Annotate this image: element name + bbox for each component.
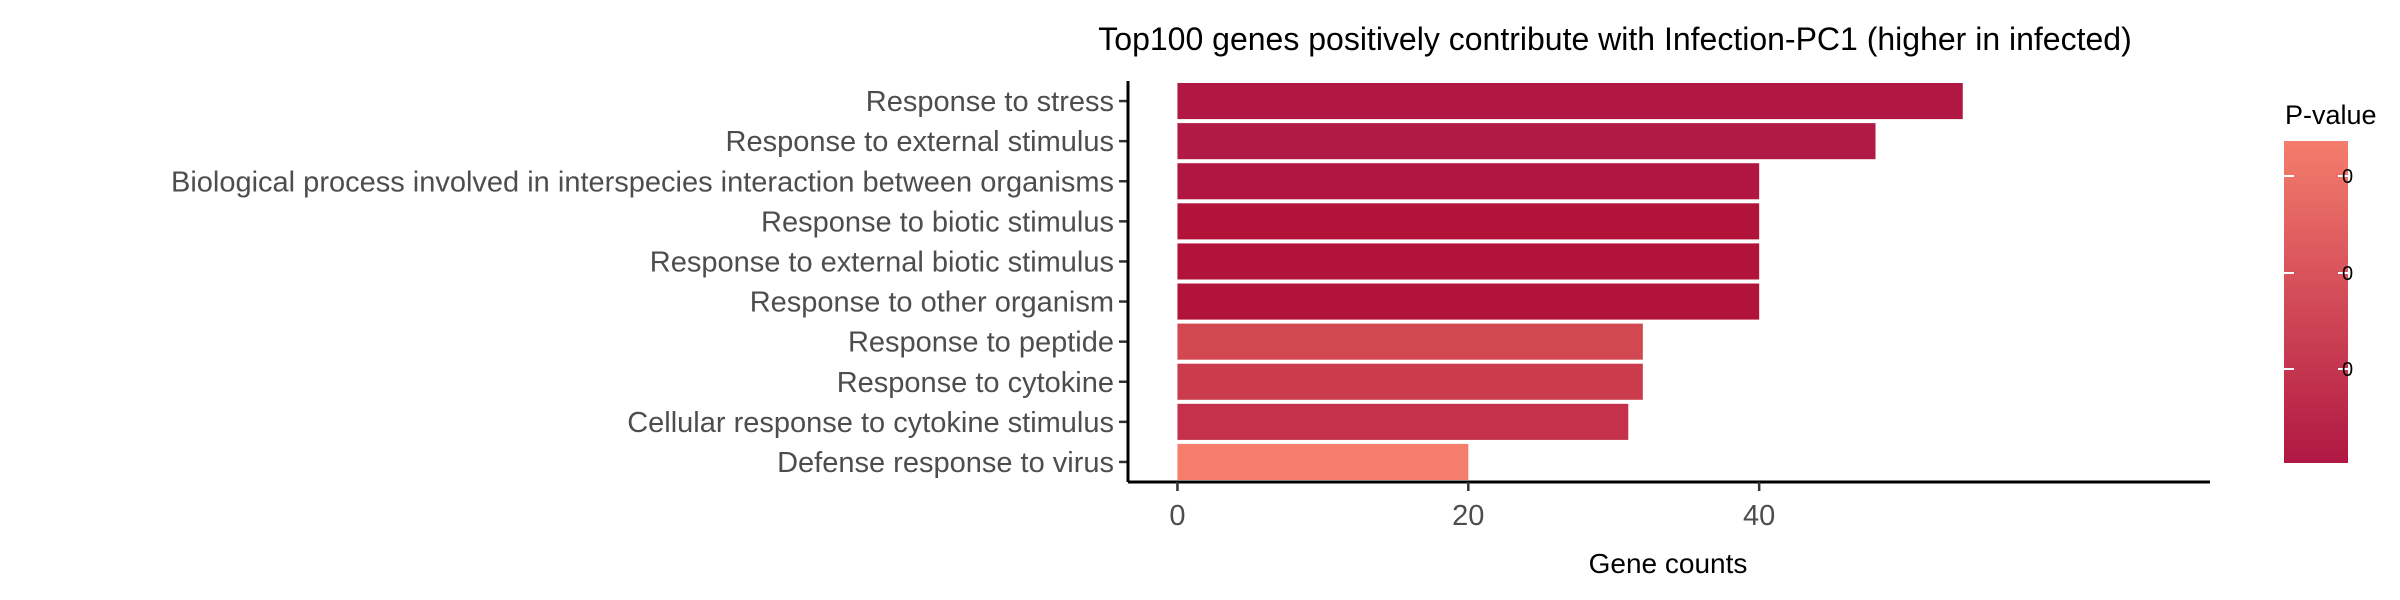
legend-tick-label: 0 bbox=[2342, 359, 2353, 381]
chart-title: Top100 genes positively contribute with … bbox=[1098, 21, 2131, 57]
category-label: Defense response to virus bbox=[777, 447, 1114, 479]
bar bbox=[1177, 363, 1643, 400]
legend-ticks: 0 0 0 bbox=[2284, 166, 2353, 381]
legend: P-value 0 0 0 bbox=[2284, 100, 2377, 463]
bar bbox=[1177, 283, 1760, 320]
x-axis-ticks: 0 20 40 bbox=[1169, 482, 1775, 532]
bar bbox=[1177, 323, 1643, 360]
category-label: Response to external stimulus bbox=[726, 126, 1114, 158]
legend-title: P-value bbox=[2285, 100, 2377, 130]
bar bbox=[1177, 163, 1760, 200]
bar bbox=[1177, 83, 1963, 120]
bar bbox=[1177, 203, 1760, 240]
x-axis-title: Gene counts bbox=[1589, 548, 1748, 579]
x-tick-label: 20 bbox=[1452, 500, 1484, 532]
bar bbox=[1177, 123, 1876, 160]
category-label: Response to biotic stimulus bbox=[761, 206, 1114, 238]
bar bbox=[1177, 443, 1469, 480]
x-tick-label: 40 bbox=[1743, 500, 1775, 532]
category-label: Response to cytokine bbox=[837, 367, 1114, 399]
legend-colorbar bbox=[2284, 141, 2348, 463]
legend-tick-label: 0 bbox=[2342, 166, 2353, 188]
category-label: Response to stress bbox=[866, 86, 1114, 118]
bar bbox=[1177, 403, 1629, 440]
category-label: Response to peptide bbox=[848, 327, 1114, 359]
category-label: Response to other organism bbox=[750, 287, 1114, 319]
category-labels: Response to stress Response to external s… bbox=[171, 86, 1114, 479]
category-label: Response to external biotic stimulus bbox=[650, 246, 1114, 278]
category-label: Biological process involved in interspec… bbox=[171, 166, 1114, 198]
category-label: Cellular response to cytokine stimulus bbox=[627, 407, 1114, 439]
legend-tick-label: 0 bbox=[2342, 263, 2353, 285]
bar bbox=[1177, 243, 1760, 280]
bars bbox=[1177, 83, 1963, 480]
x-tick-label: 0 bbox=[1169, 500, 1185, 532]
